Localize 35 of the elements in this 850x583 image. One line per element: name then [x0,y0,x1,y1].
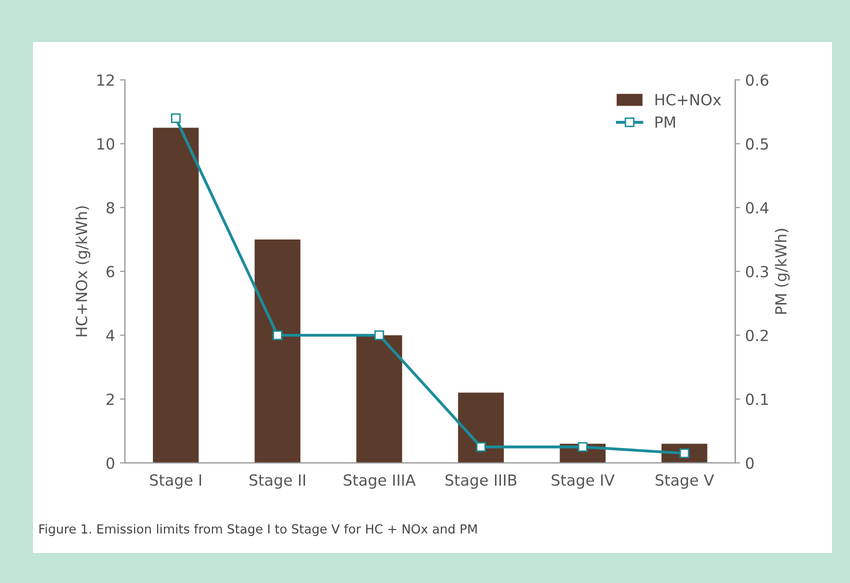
x-tick-label: Stage V [656,474,714,489]
y-tick-label: 12 [97,74,114,86]
y-tick-label: 0 [106,457,114,469]
point [680,448,690,458]
x-tick-label: Stage IIIB [445,474,516,489]
bar [254,239,300,463]
y-tick-label: 6 [106,266,114,278]
point [578,442,588,452]
point [170,113,181,124]
y2-tick-label: 0.2 [746,330,768,342]
bar [356,335,402,463]
legend-label: HC+NOx [656,94,721,106]
y2-tick-label: 0 [746,457,754,469]
x-tick-label: Stage IIIA [344,474,416,489]
y2-tick-label: 0.5 [746,138,768,150]
y2-tick-label: 0.6 [746,74,768,86]
point [374,330,384,340]
y-tick-label: 8 [106,202,114,214]
y-tick-label: 2 [106,394,114,405]
y2-axis-title: PM (g/kWh) [774,228,790,314]
x-tick-label: Stage II [250,474,306,489]
point [272,330,282,340]
y-axis-title: HC+NOx (g/kWh) [75,206,90,336]
point [476,442,486,452]
y2-tick-label: 0.4 [746,202,768,214]
x-tick-label: Stage I [150,474,202,489]
y-tick-label: 4 [106,330,114,342]
legend-label: PM [656,116,675,128]
x-tick-label: Stage IV [552,474,615,489]
caption: Figure 1. Emission limits from Stage I to Stage V for HC + NOx and PM [39,524,477,536]
y2-tick-label: 0.3 [746,266,768,278]
y2-tick-label: 0.1 [746,394,768,406]
y-tick-label: 10 [97,138,114,150]
bar [152,128,199,463]
bar [458,392,504,463]
